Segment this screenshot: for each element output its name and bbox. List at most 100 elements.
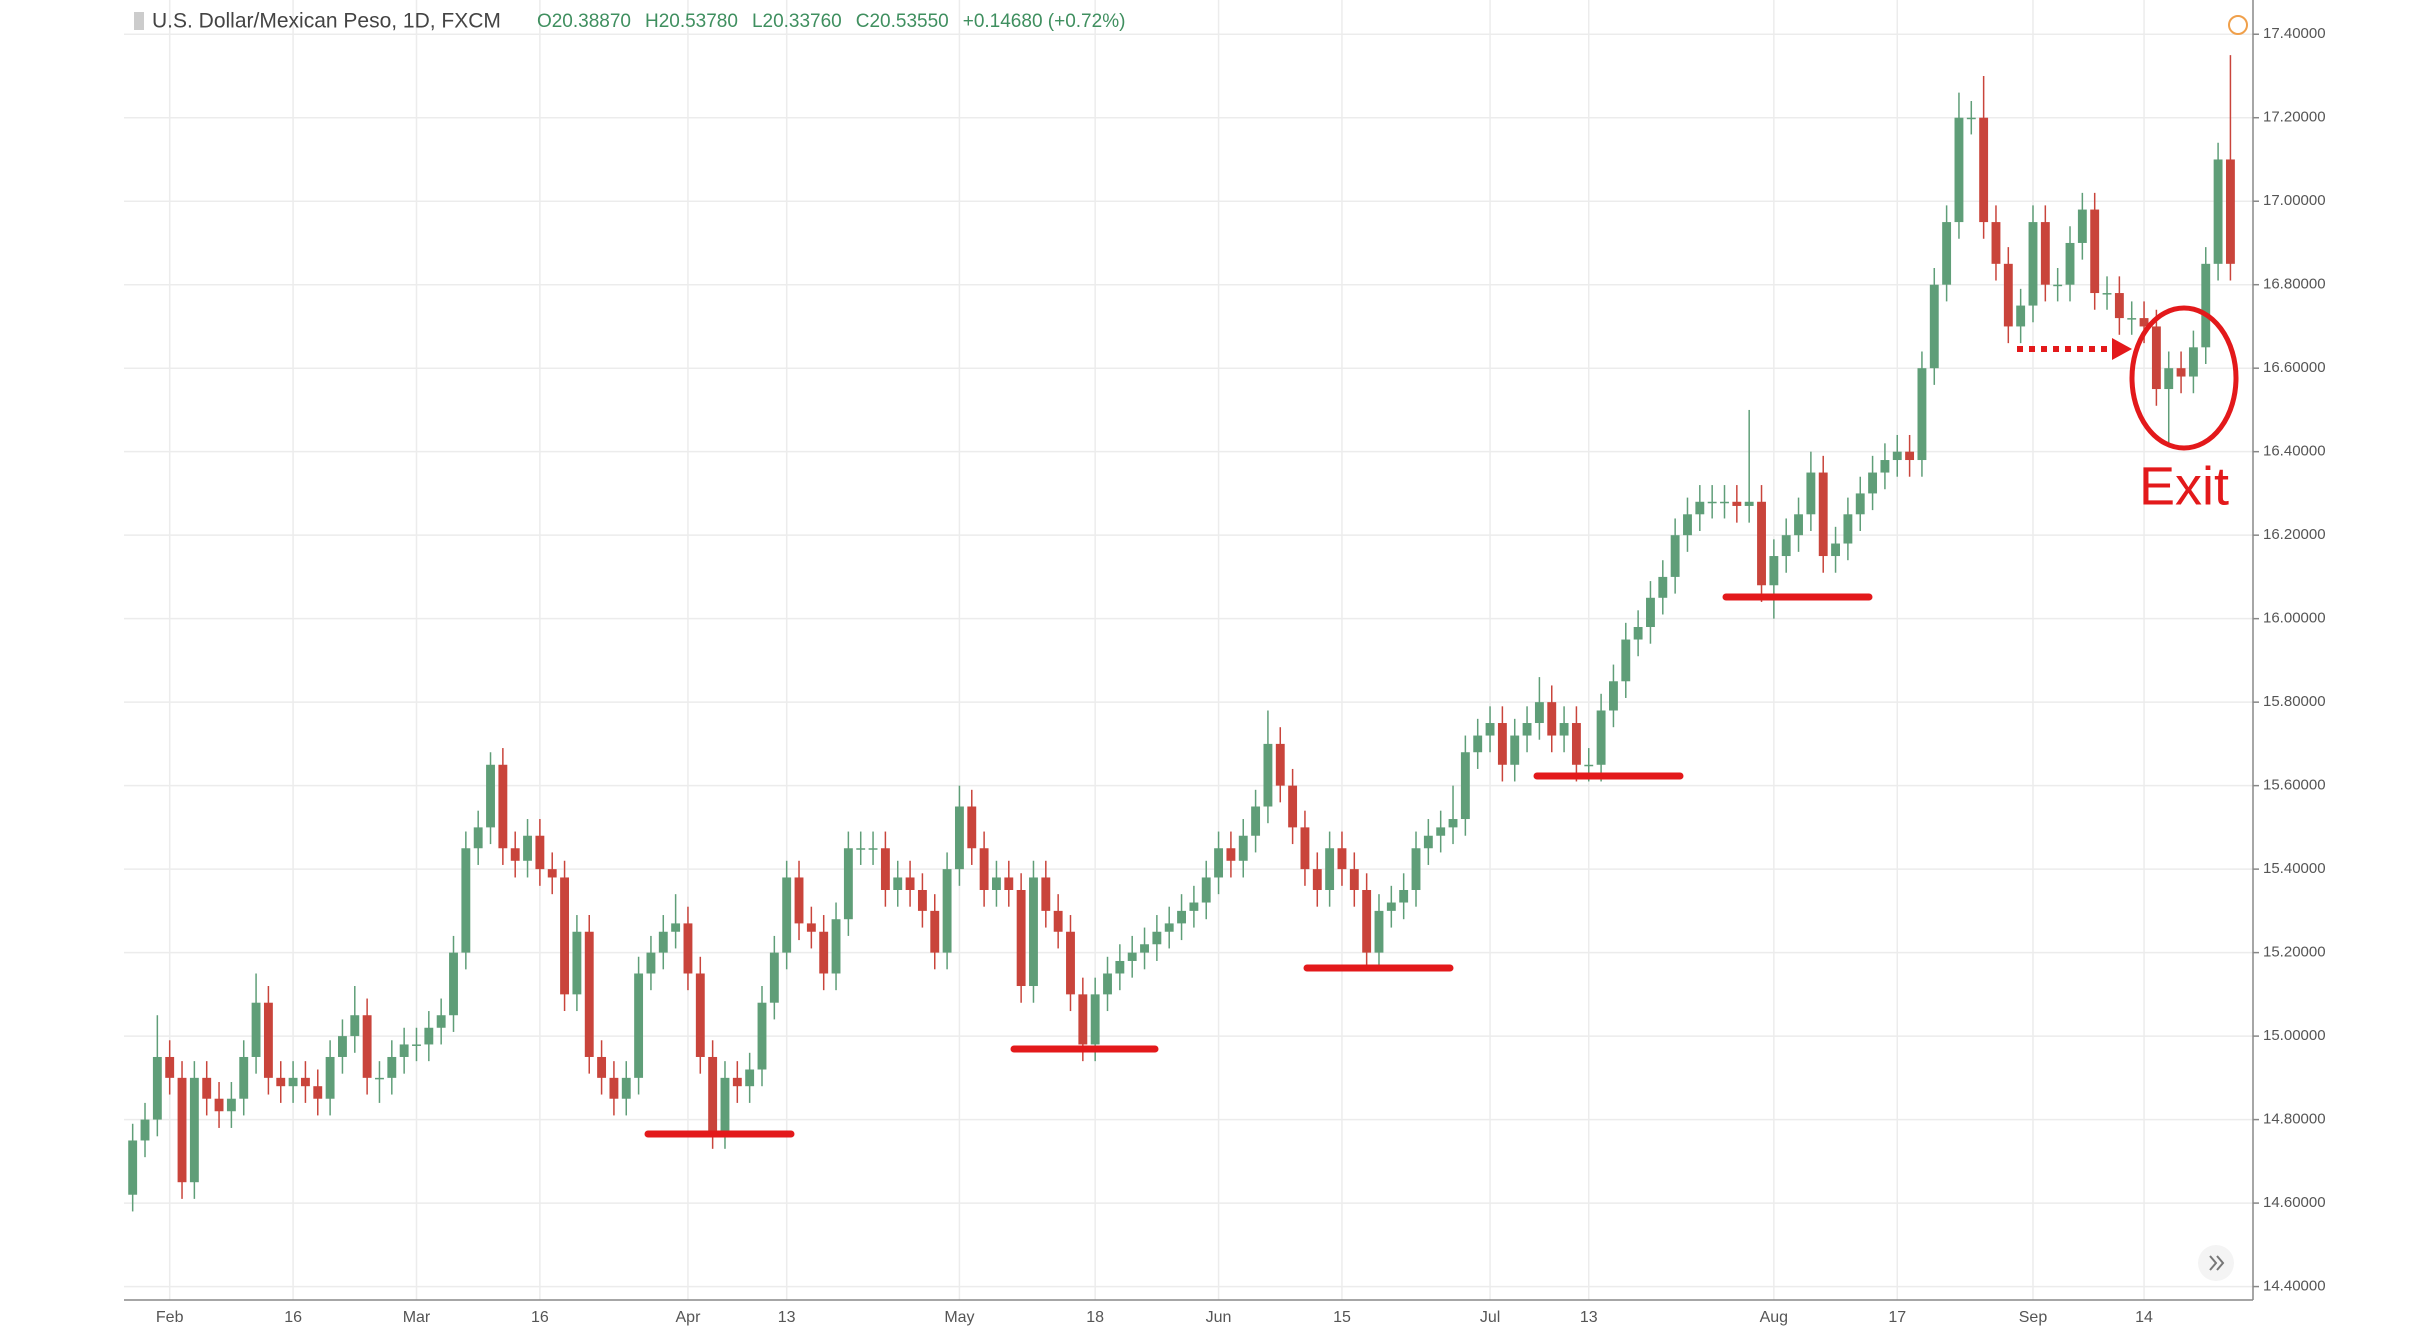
- candle-body: [1201, 877, 1211, 903]
- ohlc-value: O20.38870: [537, 11, 631, 32]
- candle-body: [2188, 347, 2198, 377]
- candle-body: [1090, 994, 1100, 1045]
- candle-body: [288, 1077, 298, 1087]
- candle-body: [1423, 835, 1433, 849]
- candle-body: [498, 764, 508, 849]
- candle-body: [239, 1056, 249, 1099]
- candle-body: [424, 1027, 434, 1045]
- candle-body: [1818, 472, 1828, 557]
- candle-body: [362, 1015, 372, 1078]
- x-tick-label: 13: [1580, 1309, 1598, 1326]
- candle-body: [1374, 910, 1384, 953]
- candle-body: [954, 806, 964, 870]
- candle-body: [905, 877, 915, 890]
- candle-body: [1806, 472, 1816, 515]
- x-tick-label: 18: [1086, 1309, 1104, 1326]
- y-tick-label: 16.00000: [2263, 610, 2326, 627]
- candle-body: [1670, 535, 1680, 577]
- candle-body: [2077, 209, 2087, 243]
- candle-body: [1312, 869, 1322, 890]
- symbol-title: U.S. Dollar/Mexican Peso, 1D, FXCM: [152, 10, 501, 33]
- candle-body: [1892, 451, 1902, 461]
- candle-body: [2114, 293, 2124, 319]
- candle-body: [177, 1077, 187, 1183]
- candle-body: [1460, 752, 1470, 820]
- candle-body: [1066, 931, 1075, 995]
- candle-body: [1646, 597, 1655, 628]
- candle-body: [1115, 960, 1125, 974]
- candle-body: [1337, 848, 1347, 870]
- candle-body: [1004, 877, 1014, 890]
- ohlc-value: C20.53550: [856, 11, 949, 32]
- support-lines: [644, 593, 1873, 1138]
- y-tick-label: 16.40000: [2263, 443, 2326, 460]
- candle-body: [782, 877, 792, 953]
- candle-body: [634, 973, 644, 1078]
- candle-body: [769, 952, 779, 1003]
- candle-body: [708, 1056, 718, 1133]
- candle-body: [226, 1098, 236, 1112]
- candle-body: [695, 973, 705, 1057]
- candle-body: [1831, 543, 1840, 557]
- candle-body: [893, 877, 903, 890]
- candle-body: [1041, 877, 1051, 911]
- candle-body: [597, 1056, 607, 1078]
- arrow-head: [2112, 338, 2132, 360]
- candle-body: [1325, 848, 1335, 890]
- y-tick-label: 14.40000: [2263, 1278, 2326, 1295]
- candle-body: [1164, 923, 1174, 932]
- candle-body: [1658, 576, 1668, 598]
- candle-body: [1979, 117, 1989, 223]
- candle-body: [1720, 501, 1729, 504]
- candle-body: [1695, 501, 1705, 515]
- candle-body: [2139, 318, 2149, 327]
- x-tick-label: Sep: [2019, 1309, 2048, 1326]
- x-tick-label: Feb: [156, 1309, 184, 1326]
- candle-body: [1707, 501, 1717, 504]
- candle-body: [671, 923, 681, 932]
- candle-body: [1263, 743, 1273, 807]
- alert-icon[interactable]: [2228, 15, 2248, 35]
- candle-body: [1954, 117, 1964, 223]
- y-tick-label: 16.20000: [2263, 526, 2326, 543]
- candle-body: [1288, 785, 1298, 828]
- candle-body: [1929, 284, 1939, 369]
- candle-body: [251, 1002, 261, 1057]
- candle-body: [2053, 284, 2063, 287]
- candle-body: [300, 1077, 310, 1087]
- candle-body: [1497, 723, 1507, 765]
- candle-body: [1843, 514, 1853, 544]
- y-tick-label: 14.80000: [2263, 1111, 2326, 1128]
- candle-body: [202, 1077, 212, 1099]
- candle-body: [1559, 723, 1569, 736]
- y-tick-label: 16.60000: [2263, 359, 2326, 376]
- x-tick-label: Jul: [1480, 1309, 1500, 1326]
- candle-body: [880, 848, 890, 890]
- candle-body: [1571, 723, 1581, 765]
- candle-body: [1880, 460, 1890, 473]
- candle-body: [2127, 318, 2137, 320]
- candle-body: [1608, 681, 1618, 711]
- candle-body: [486, 764, 495, 828]
- x-tick-label: 16: [284, 1309, 302, 1326]
- candle-body: [2090, 209, 2100, 294]
- candle-body: [375, 1077, 384, 1080]
- candle-body: [1510, 735, 1520, 765]
- candle-body: [967, 806, 977, 849]
- candle-body: [436, 1015, 446, 1028]
- candle-body: [1016, 889, 1026, 987]
- candle-body: [2028, 222, 2038, 306]
- candle-body: [461, 848, 471, 953]
- candle-body: [1522, 723, 1532, 736]
- candle-body: [338, 1036, 347, 1057]
- candle-body: [1053, 910, 1063, 932]
- candle-body: [942, 869, 952, 953]
- candle-body: [1596, 710, 1606, 765]
- candle-body: [609, 1077, 619, 1099]
- y-tick-label: 17.20000: [2263, 109, 2326, 126]
- candle-body: [547, 869, 557, 878]
- candle-body: [2201, 263, 2211, 348]
- candle-body: [1855, 493, 1865, 515]
- x-tick-label: May: [944, 1309, 974, 1326]
